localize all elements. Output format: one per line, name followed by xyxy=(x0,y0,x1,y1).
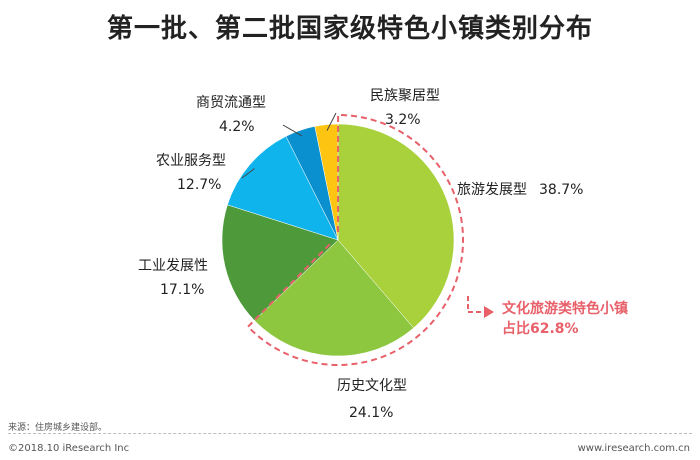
annotation-arrow xyxy=(467,296,494,318)
pie-slice-2 xyxy=(221,204,339,321)
pie-slice-0 xyxy=(337,123,455,329)
highlight-dashed-arc xyxy=(246,113,465,366)
label-minzu-value: 3.2% xyxy=(385,112,421,128)
leader-line-shangmao xyxy=(282,124,303,137)
label-minzu-name: 民族聚居型 xyxy=(370,88,440,104)
label-lvyou-name: 旅游发展型 xyxy=(457,182,527,198)
label-lishi-name: 历史文化型 xyxy=(337,378,407,394)
chart-title: 第一批、第二批国家级特色小镇类别分布 xyxy=(106,14,593,44)
annotation-line2: 占比62.8% xyxy=(502,320,579,337)
label-gongye-name: 工业发展性 xyxy=(138,258,208,274)
leader-line-nongye xyxy=(241,168,255,179)
label-lvyou-value: 38.7% xyxy=(539,182,583,198)
copyright-text: ©2018.10 iResearch Inc xyxy=(8,443,130,454)
pie-slice-3 xyxy=(227,135,339,241)
annotation-line1: 文化旅游类特色小镇 xyxy=(502,300,628,317)
label-lishi-value: 24.1% xyxy=(349,405,393,421)
website-text: www.iresearch.com.cn xyxy=(577,443,690,454)
label-nongye-name: 农业服务型 xyxy=(156,153,226,169)
pie-slice-5 xyxy=(314,123,339,241)
source-note: 来源：住房城乡建设部。 xyxy=(8,423,108,433)
pie-slice-1 xyxy=(254,239,414,357)
label-gongye-value: 17.1% xyxy=(160,282,204,298)
leader-line-minzu xyxy=(326,112,337,131)
label-shangmao-name: 商贸流通型 xyxy=(196,95,266,111)
footer-divider xyxy=(8,433,692,434)
label-shangmao-value: 4.2% xyxy=(219,119,255,135)
label-nongye-value: 12.7% xyxy=(177,177,221,193)
